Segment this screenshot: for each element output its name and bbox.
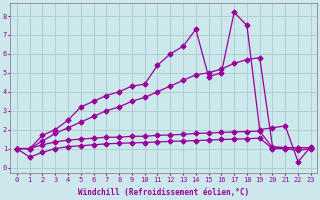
X-axis label: Windchill (Refroidissement éolien,°C): Windchill (Refroidissement éolien,°C): [78, 188, 249, 197]
